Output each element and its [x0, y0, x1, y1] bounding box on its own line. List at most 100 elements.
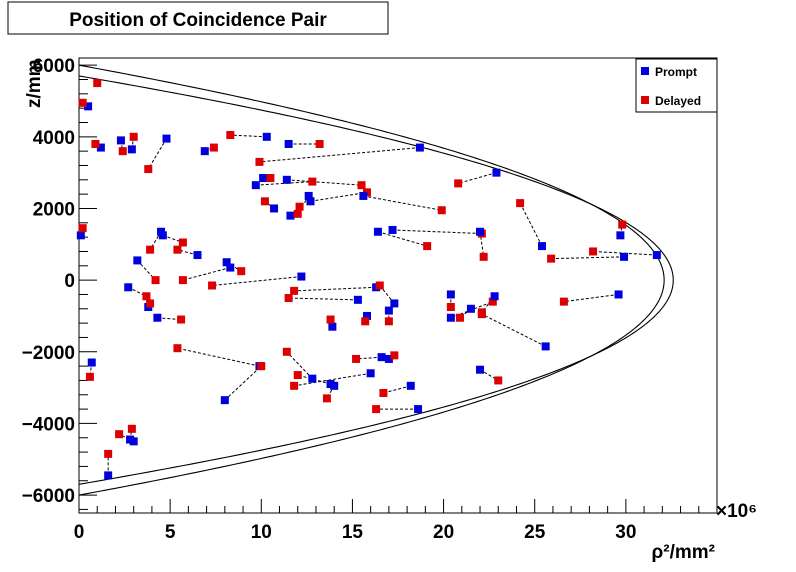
- prompt-point: [390, 299, 399, 308]
- delayed-point: [78, 224, 87, 233]
- prompt-point: [446, 313, 455, 322]
- pair-connector: [182, 267, 231, 281]
- delayed-point: [589, 247, 598, 256]
- x-tick-label: 20: [433, 522, 454, 543]
- delayed-point: [284, 294, 293, 303]
- prompt-point: [406, 381, 415, 390]
- prompt-point: [476, 365, 485, 374]
- x-tick-label: 0: [74, 522, 85, 543]
- delayed-point: [237, 267, 246, 276]
- x-tick-label: 5: [165, 522, 176, 543]
- data-points: [76, 79, 661, 480]
- delayed-point: [477, 310, 486, 319]
- delayed-point: [488, 297, 497, 306]
- y-tick-label: −2000: [22, 343, 75, 364]
- plot-frame: [78, 57, 718, 514]
- pair-connectors: [80, 102, 657, 476]
- delayed-point: [559, 297, 568, 306]
- prompt-point: [284, 139, 293, 148]
- delayed-point: [437, 206, 446, 215]
- delayed-point: [129, 132, 138, 141]
- y-axis-title: z/mm: [24, 59, 45, 108]
- prompt-point: [220, 396, 229, 405]
- x-tick-label: 15: [342, 522, 364, 543]
- delayed-point: [372, 405, 381, 414]
- prompt-point: [153, 313, 162, 322]
- prompt-point: [282, 175, 291, 184]
- prompt-point: [616, 231, 625, 240]
- pair-connector: [379, 285, 395, 304]
- prompt-point: [270, 204, 279, 213]
- pair-connector: [212, 276, 302, 286]
- prompt-point: [306, 197, 315, 206]
- pair-connector: [383, 385, 411, 394]
- prompt-point: [251, 181, 260, 190]
- prompt-point: [193, 251, 202, 260]
- pair-connector: [288, 297, 358, 301]
- delayed-point: [352, 354, 361, 363]
- delayed-point: [78, 98, 87, 107]
- delayed-point: [226, 131, 235, 140]
- pair-connector: [294, 286, 377, 292]
- delayed-point: [295, 202, 304, 211]
- prompt-point: [490, 292, 499, 301]
- prompt-point: [222, 258, 231, 267]
- prompt-point: [492, 168, 501, 177]
- prompt-point: [304, 191, 313, 200]
- pair-connector: [224, 365, 262, 401]
- delayed-point: [257, 362, 266, 371]
- delayed-point: [255, 157, 264, 166]
- boundary-curve: [78, 64, 665, 496]
- delayed-point: [308, 177, 317, 186]
- delayed-point: [547, 254, 556, 263]
- legend-delayed-label: Delayed: [655, 94, 701, 108]
- delayed-point: [326, 315, 335, 324]
- prompt-point: [415, 143, 424, 152]
- prompt-point: [158, 231, 167, 240]
- delayed-point: [173, 245, 182, 254]
- delayed-point: [142, 292, 151, 301]
- y-tick-label: −4000: [22, 414, 75, 435]
- delayed-point: [494, 376, 503, 385]
- pair-connector: [519, 202, 543, 247]
- x-tick-label: 30: [615, 522, 636, 543]
- delayed-point: [293, 371, 302, 380]
- prompt-point: [328, 322, 337, 331]
- x-axis: 0 5 10 15 20 25 30: [74, 499, 718, 543]
- delayed-point: [455, 313, 464, 322]
- delayed-point: [384, 317, 393, 326]
- delayed-point: [208, 281, 217, 290]
- legend-delayed-marker: [641, 96, 649, 104]
- delayed-point: [104, 449, 113, 458]
- y-tick-label: −6000: [22, 486, 75, 507]
- prompt-point: [76, 231, 85, 240]
- delayed-point: [361, 317, 370, 326]
- pair-connector: [255, 181, 313, 186]
- delayed-point: [375, 281, 384, 290]
- x-axis-exponent: ×10⁶: [716, 501, 757, 522]
- delayed-point: [282, 347, 291, 356]
- pair-connector: [458, 172, 497, 184]
- prompt-point: [384, 354, 393, 363]
- prompt-point: [84, 102, 93, 111]
- delayed-point: [266, 174, 275, 183]
- prompt-point: [308, 374, 317, 383]
- legend-prompt-marker: [641, 67, 649, 75]
- y-axis: −6000 −4000 −2000 0 2000 4000 6000: [22, 56, 97, 510]
- delayed-point: [516, 199, 525, 208]
- prompt-point: [538, 242, 547, 251]
- delayed-point: [390, 351, 399, 360]
- delayed-point: [209, 143, 218, 152]
- delayed-point: [178, 276, 187, 285]
- delayed-point: [85, 372, 94, 381]
- delayed-point: [260, 197, 269, 206]
- pair-connector: [286, 351, 313, 379]
- prompt-point: [127, 145, 136, 154]
- prompt-point: [359, 191, 368, 200]
- y-tick-label: 6000: [33, 56, 75, 77]
- prompt-point: [162, 134, 171, 143]
- pair-connector: [310, 191, 368, 202]
- pair-connector: [363, 195, 442, 211]
- legend: Prompt Delayed: [635, 58, 718, 113]
- prompt-point: [226, 263, 235, 272]
